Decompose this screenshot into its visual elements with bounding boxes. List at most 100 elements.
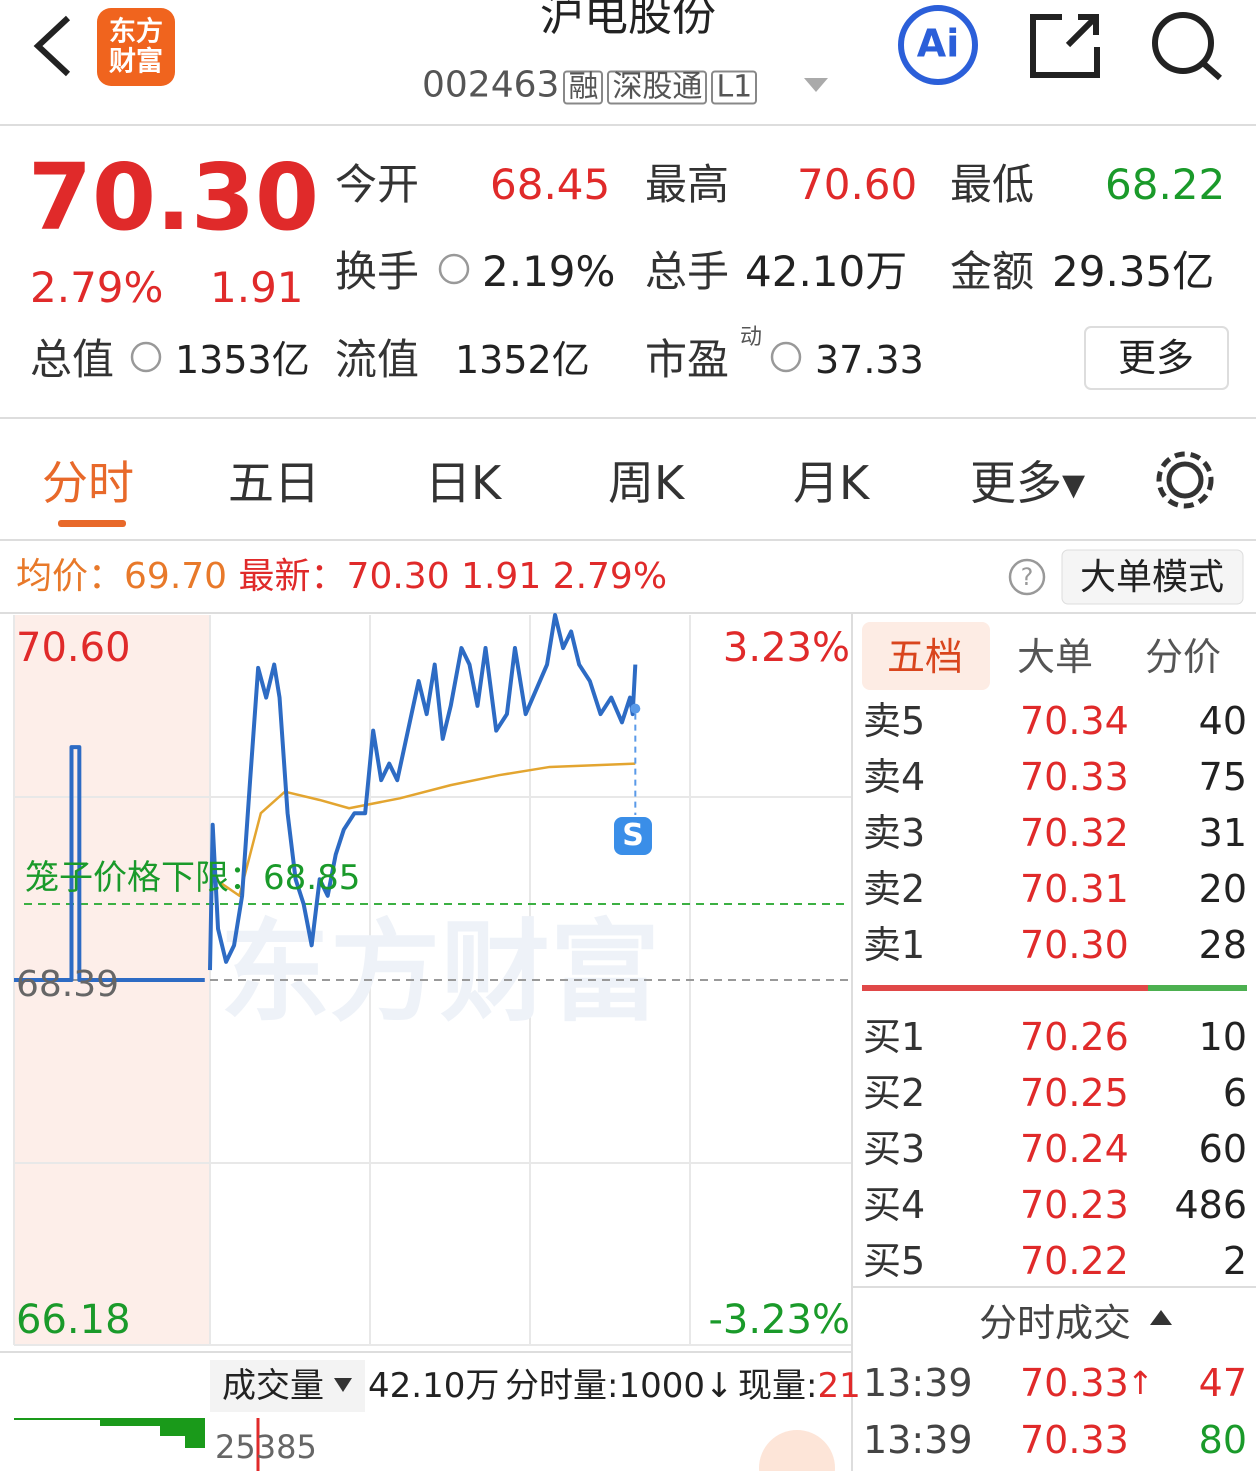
end-dot xyxy=(630,703,641,714)
field-value: 1353亿 xyxy=(175,338,310,382)
tick-price: 70.33 xyxy=(1020,1418,1129,1462)
tab[interactable]: 分时 xyxy=(42,456,134,510)
latest-label: 最新： xyxy=(238,556,347,597)
field-value: 37.33 xyxy=(815,338,924,382)
book-volume: 60 xyxy=(1198,1127,1247,1171)
book-level: 买3 xyxy=(863,1127,926,1171)
logo-text: 财富 xyxy=(109,46,163,78)
info-bar: 均价：69.70 最新：70.30 1.91 2.79% xyxy=(16,559,667,595)
book-volume: 40 xyxy=(1198,699,1247,743)
field-label: 换手 xyxy=(335,247,420,296)
settings-icon[interactable] xyxy=(1166,461,1204,499)
field-value: 42.10万 xyxy=(745,247,908,296)
volume-selector-label[interactable]: 成交量 xyxy=(222,1366,324,1406)
more-button-label[interactable]: 更多 xyxy=(1117,336,1195,380)
book-volume: 75 xyxy=(1198,755,1247,799)
book-price: 70.34 xyxy=(1020,699,1129,743)
last-price: 70.30 xyxy=(28,144,320,251)
field-label: 总手 xyxy=(645,247,730,296)
book-level: 卖2 xyxy=(863,867,926,911)
field-label: 最低 xyxy=(950,160,1035,209)
book-tab[interactable]: 分价 xyxy=(1144,635,1222,679)
dropdown-arrow xyxy=(334,1378,352,1392)
volume-area xyxy=(14,1418,205,1448)
back-icon[interactable] xyxy=(33,15,71,77)
book-price: 70.32 xyxy=(1020,811,1129,855)
tab-underline xyxy=(58,520,126,527)
book-level: 卖1 xyxy=(863,923,926,967)
avg-label: 均价： xyxy=(16,556,125,597)
header-code-row: 002463 融深股通 L1 xyxy=(422,64,758,106)
big-order-button-label[interactable]: 大单模式 xyxy=(1079,557,1225,598)
tick-time: 13:39 xyxy=(863,1418,973,1462)
buy-bar xyxy=(1148,985,1247,991)
ticks-title[interactable]: 分时成交 xyxy=(978,1301,1132,1345)
book-volume: 10 xyxy=(1198,1015,1247,1059)
tick-time: 13:39 xyxy=(863,1361,973,1405)
tick-volume: 47 xyxy=(1198,1361,1247,1405)
signal-badge[interactable]: S xyxy=(614,817,652,855)
book-price: 70.30 xyxy=(1020,923,1129,967)
book-level: 卖5 xyxy=(863,699,926,743)
volume-max-label: 25385 xyxy=(215,1428,317,1466)
book-level: 买1 xyxy=(863,1015,926,1059)
tab-active-bg xyxy=(862,622,990,690)
book-price: 70.31 xyxy=(1020,867,1129,911)
ai-icon[interactable] xyxy=(898,5,978,85)
total-volume: 42.10万 xyxy=(368,1366,500,1406)
watermark: 东方财富 xyxy=(220,908,660,1036)
info-icon[interactable] xyxy=(770,341,802,373)
more-button[interactable] xyxy=(1084,326,1229,390)
float-button[interactable] xyxy=(759,1430,835,1471)
current-volume-label: 现量: xyxy=(738,1366,818,1406)
search-icon[interactable] xyxy=(1152,12,1214,74)
book-level: 卖3 xyxy=(863,811,926,855)
logo-text: 东方 xyxy=(109,16,163,48)
info-icon[interactable] xyxy=(130,341,162,373)
field-value: 68.45 xyxy=(490,160,611,209)
field-label: 金额 xyxy=(950,247,1035,296)
share-icon[interactable] xyxy=(1030,14,1100,78)
auction-line xyxy=(14,745,205,982)
prev-close-label: 68.39 xyxy=(16,964,120,1005)
book-tab[interactable]: 大单 xyxy=(1016,635,1094,679)
tab[interactable]: 周K xyxy=(608,456,685,510)
book-price: 70.22 xyxy=(1020,1239,1129,1283)
book-volume: 28 xyxy=(1198,923,1247,967)
info-icon[interactable] xyxy=(438,253,470,285)
latest-change-percent: 2.79% xyxy=(552,556,668,597)
tab[interactable]: 日K xyxy=(425,456,502,510)
book-volume: 20 xyxy=(1198,867,1247,911)
book-price: 70.25 xyxy=(1020,1071,1129,1115)
help-icon[interactable] xyxy=(1008,558,1046,596)
book-level: 卖4 xyxy=(863,755,926,799)
book-price: 70.24 xyxy=(1020,1127,1129,1171)
tab[interactable]: 五日 xyxy=(228,456,320,510)
field-label: 总值 xyxy=(30,335,115,384)
current-volume-value: 21 xyxy=(817,1366,861,1406)
big-order-button[interactable] xyxy=(1061,549,1244,605)
field-superscript: 动 xyxy=(740,325,763,350)
book-level: 买4 xyxy=(863,1183,926,1227)
book-tab[interactable]: 五档 xyxy=(886,635,964,679)
minute-volume: 分时量:1000↓ xyxy=(505,1366,734,1406)
cage-value: 68.85 xyxy=(263,858,361,898)
collapse-arrow[interactable] xyxy=(1150,1310,1172,1325)
book-price: 70.23 xyxy=(1020,1183,1129,1227)
price-line xyxy=(208,613,638,971)
field-label: 流值 xyxy=(335,335,420,384)
sell-bar xyxy=(862,985,1148,991)
stock-code: 002463 xyxy=(422,64,560,106)
change: 1.91 xyxy=(210,263,304,312)
change-percent: 2.79% xyxy=(30,263,164,312)
field-label: 今开 xyxy=(335,160,420,209)
field-value: 29.35亿 xyxy=(1052,247,1215,296)
book-volume: 6 xyxy=(1222,1071,1247,1115)
field-label: 市盈 xyxy=(645,335,730,384)
logo[interactable] xyxy=(97,8,175,86)
help-icon-mark: ? xyxy=(1021,563,1034,591)
tab[interactable]: 月K xyxy=(793,456,870,510)
dropdown-arrow[interactable] xyxy=(804,78,828,92)
tag: L1 xyxy=(711,70,758,105)
tab[interactable]: 更多▾ xyxy=(970,456,1086,510)
